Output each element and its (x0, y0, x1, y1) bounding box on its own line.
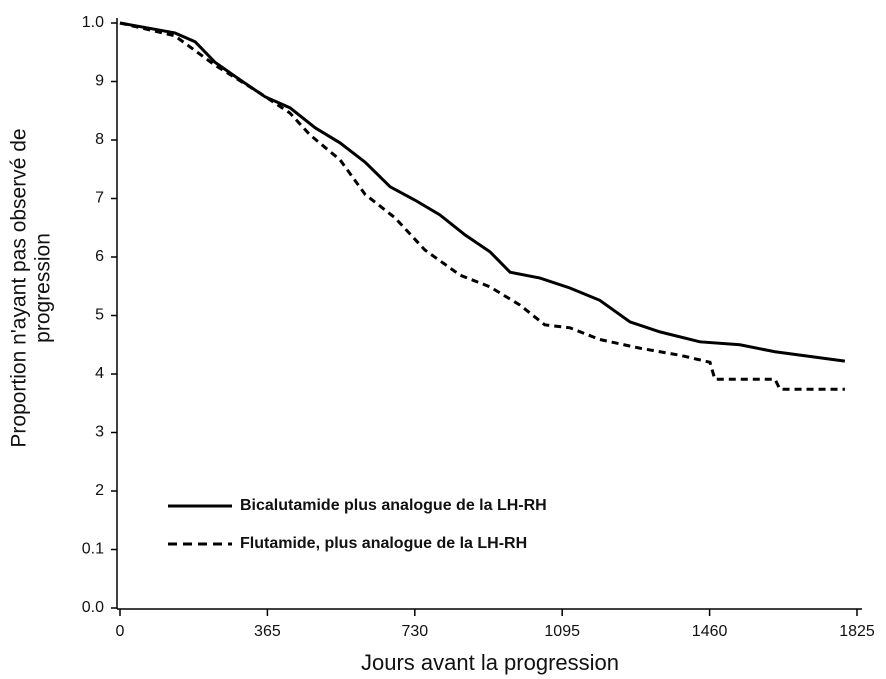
y-tick-label: 3 (95, 424, 104, 441)
y-tick-label: 5 (95, 307, 104, 324)
legend-label: Flutamide, plus analogue de la LH-RH (240, 535, 527, 552)
x-tick-label: 1460 (692, 623, 728, 640)
y-tick-label: 6 (95, 248, 104, 265)
y-tick-label: 1.0 (82, 14, 104, 31)
y-tick-label: 0.0 (82, 599, 104, 616)
x-tick-label: 365 (254, 623, 281, 640)
x-tick-label: 1095 (544, 623, 580, 640)
y-tick-label: 8 (95, 131, 104, 148)
y-tick-label: 9 (95, 73, 104, 90)
x-axis-label: Jours avant la progression (361, 650, 619, 675)
legend-label: Bicalutamide plus analogue de la LH-RH (240, 497, 547, 514)
x-tick-label: 1825 (839, 623, 875, 640)
x-tick-label: 0 (116, 623, 125, 640)
y-tick-label: 4 (95, 365, 104, 382)
y-axis-label: progression (32, 233, 55, 343)
x-tick-label: 730 (401, 623, 428, 640)
survival-curve (119, 21, 845, 391)
y-tick-label: 2 (95, 482, 104, 499)
y-tick-label: 0.1 (82, 541, 104, 558)
y-axis-label: Proportion n'ayant pas observé de (8, 128, 31, 447)
y-tick-label: 7 (95, 190, 104, 207)
